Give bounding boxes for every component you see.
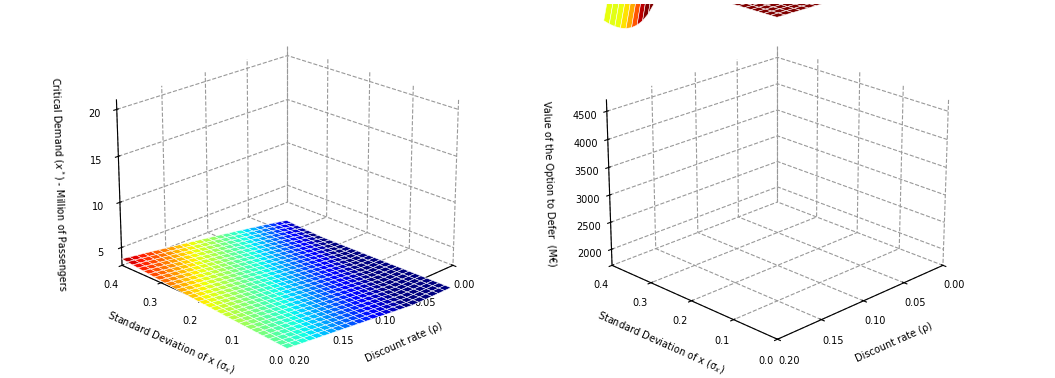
X-axis label: Discount rate (ρ): Discount rate (ρ) (855, 321, 935, 364)
Y-axis label: Standard Deviation of x (σ$_x$): Standard Deviation of x (σ$_x$) (595, 308, 727, 377)
X-axis label: Discount rate (ρ): Discount rate (ρ) (364, 321, 444, 364)
Y-axis label: Standard Deviation of x (σ$_x$): Standard Deviation of x (σ$_x$) (104, 308, 236, 377)
